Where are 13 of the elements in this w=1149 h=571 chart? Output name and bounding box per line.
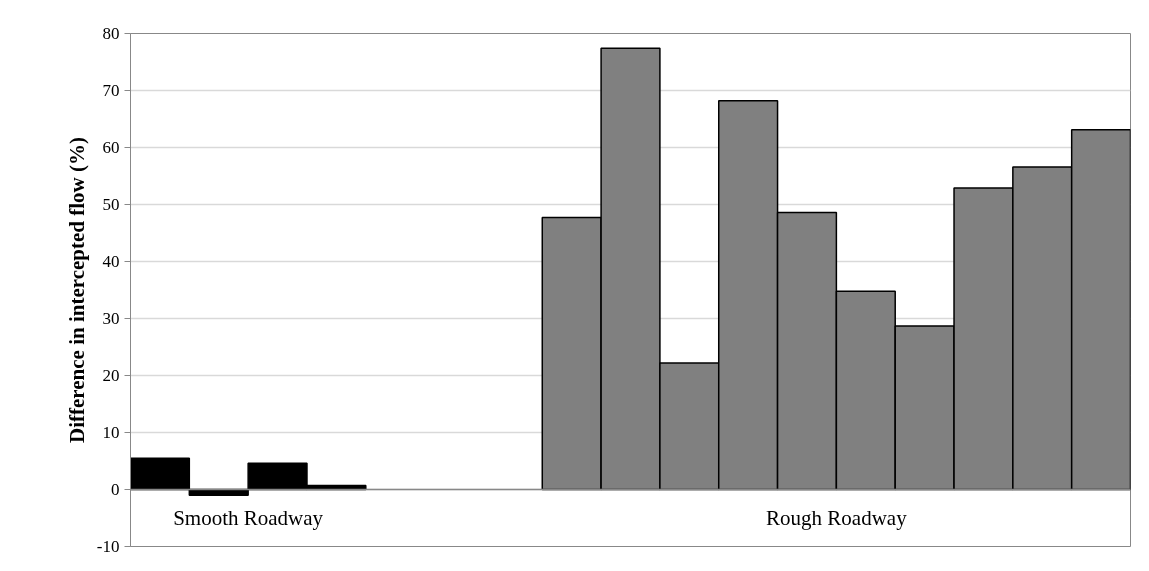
y-tick-label: 40 [102, 252, 120, 271]
y-tick-label: 80 [102, 24, 120, 43]
y-tick-label: -10 [96, 537, 120, 556]
y-tick-label: 0 [111, 480, 120, 499]
y-tick-label: 50 [102, 195, 120, 214]
y-tick-label: 20 [102, 366, 120, 385]
annotation: Smooth Roadway [173, 506, 324, 530]
y-axis-title: Difference in intercepted flow (%) [64, 137, 89, 443]
y-tick-label: 10 [102, 423, 120, 442]
y-tick-label: 70 [102, 81, 120, 100]
annotation: Rough Roadway [766, 506, 908, 530]
y-tick-label: 60 [102, 138, 120, 157]
y-tick-label: 30 [102, 309, 120, 328]
